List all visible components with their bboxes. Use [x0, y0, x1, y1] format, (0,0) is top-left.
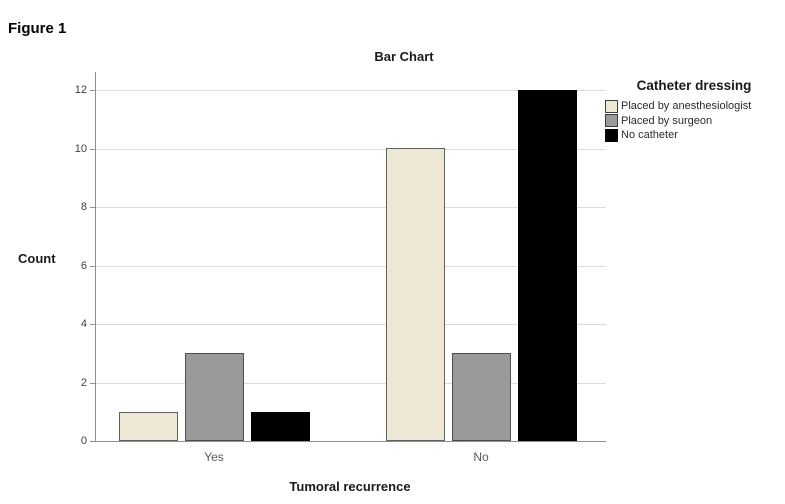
- y-tick-label-2: 2: [80, 377, 87, 389]
- x-axis-line: [95, 441, 606, 442]
- bar-yes-2: [251, 412, 310, 441]
- x-category-label-yes: Yes: [204, 450, 224, 464]
- bar-yes-1: [185, 353, 244, 441]
- legend-item-0: Placed by anesthesiologist: [605, 99, 785, 114]
- gridline-12: [96, 90, 606, 91]
- y-tick-label-12: 12: [74, 84, 87, 96]
- bar-no-1: [452, 353, 511, 441]
- y-tick-12: [90, 90, 95, 91]
- legend-swatch-icon: [605, 114, 618, 128]
- gridline-2: [96, 383, 606, 384]
- legend-swatch-icon: [605, 128, 618, 142]
- x-axis-title: Tumoral recurrence: [289, 479, 411, 494]
- chart-title: Bar Chart: [374, 49, 434, 64]
- legend-item-2: No catheter: [605, 128, 785, 143]
- legend-item-label: Placed by surgeon: [621, 114, 713, 127]
- gridline-8: [96, 207, 606, 208]
- y-tick-label-0: 0: [80, 435, 87, 447]
- figure-label: Figure 1: [8, 20, 67, 37]
- y-tick-label-4: 4: [80, 318, 87, 330]
- legend-item-label: Placed by anesthesiologist: [621, 100, 752, 113]
- x-category-label-no: No: [473, 450, 489, 464]
- y-tick-2: [90, 383, 95, 384]
- y-tick-label-10: 10: [74, 143, 87, 155]
- legend-item-1: Placed by surgeon: [605, 114, 785, 129]
- bar-yes-0: [119, 412, 178, 441]
- gridline-10: [96, 149, 606, 150]
- y-axis-line: [95, 72, 96, 442]
- gridline-4: [96, 324, 606, 325]
- y-tick-4: [90, 324, 95, 325]
- y-tick-label-8: 8: [80, 201, 87, 213]
- legend-swatch-icon: [605, 99, 618, 113]
- y-axis-title: Count: [18, 251, 56, 266]
- y-tick-0: [90, 441, 95, 442]
- bar-no-2: [518, 90, 577, 441]
- legend-items: Placed by anesthesiologist Placed by surg…: [605, 99, 785, 143]
- gridline-6: [96, 266, 606, 267]
- y-tick-10: [90, 149, 95, 150]
- bar-no-0: [386, 148, 445, 441]
- y-tick-6: [90, 266, 95, 267]
- y-tick-8: [90, 207, 95, 208]
- legend-item-label: No catheter: [621, 129, 678, 142]
- legend-title: Catheter dressing: [636, 78, 752, 93]
- y-tick-label-6: 6: [80, 260, 87, 272]
- legend: Catheter dressing Placed by anesthesiolo…: [605, 78, 785, 143]
